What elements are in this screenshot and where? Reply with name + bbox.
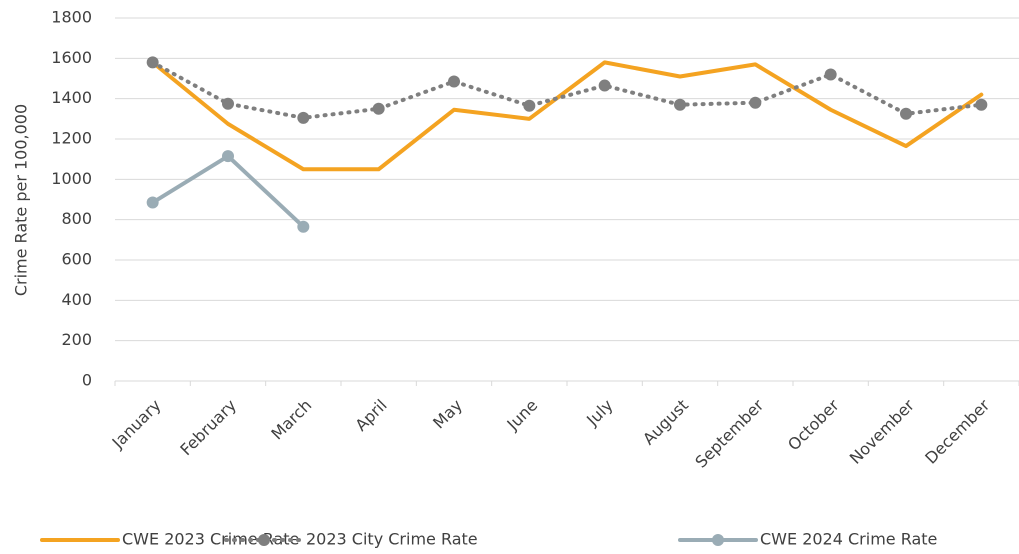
x-tick-label: March bbox=[267, 396, 315, 444]
series-marker bbox=[749, 96, 762, 109]
x-tick-label: April bbox=[351, 396, 390, 435]
x-tick-label: January bbox=[108, 396, 165, 453]
series-marker bbox=[674, 98, 686, 111]
x-tick-label: December bbox=[921, 395, 993, 467]
y-tick-label: 400 bbox=[61, 290, 92, 309]
y-tick-label: 0 bbox=[82, 371, 92, 390]
series-marker bbox=[297, 220, 310, 233]
series-marker bbox=[146, 196, 159, 209]
y-tick-label: 1600 bbox=[51, 48, 92, 67]
x-tick-label: October bbox=[784, 395, 843, 454]
x-tick-label: November bbox=[846, 395, 919, 468]
series-marker bbox=[523, 99, 536, 112]
y-tick-label: 1000 bbox=[51, 169, 92, 188]
series-line bbox=[150, 60, 984, 172]
series-marker bbox=[900, 107, 912, 120]
y-tick-label: 800 bbox=[61, 209, 92, 228]
legend-marker bbox=[258, 534, 270, 546]
x-tick-label: August bbox=[639, 396, 692, 449]
x-tick-label: February bbox=[176, 396, 240, 460]
series-marker bbox=[372, 102, 385, 115]
series-marker bbox=[297, 111, 310, 124]
series-marker bbox=[598, 79, 611, 92]
y-tick-label: 600 bbox=[61, 250, 92, 269]
series-marker bbox=[975, 98, 988, 111]
y-tick-label: 1400 bbox=[51, 88, 92, 107]
x-tick-label: September bbox=[691, 395, 767, 471]
y-axis-label: Crime Rate per 100,000 bbox=[12, 104, 31, 296]
series-line bbox=[150, 154, 306, 229]
x-tick-label: July bbox=[582, 396, 616, 430]
legend-label: 2023 City Crime Rate bbox=[306, 530, 478, 549]
y-tick-label: 200 bbox=[61, 330, 92, 349]
series-marker bbox=[448, 75, 460, 88]
y-tick-label: 1200 bbox=[51, 129, 92, 148]
series-marker bbox=[146, 56, 159, 69]
legend-label: CWE 2024 Crime Rate bbox=[760, 530, 937, 549]
x-tick-label: June bbox=[503, 396, 542, 435]
series-marker bbox=[222, 150, 234, 163]
series-marker bbox=[222, 97, 234, 110]
series-marker bbox=[824, 68, 837, 81]
legend-label: CWE 2023 Crime Rate bbox=[122, 530, 299, 549]
y-tick-label: 1800 bbox=[51, 8, 92, 27]
legend-marker bbox=[712, 534, 724, 546]
x-tick-label: May bbox=[429, 396, 466, 433]
